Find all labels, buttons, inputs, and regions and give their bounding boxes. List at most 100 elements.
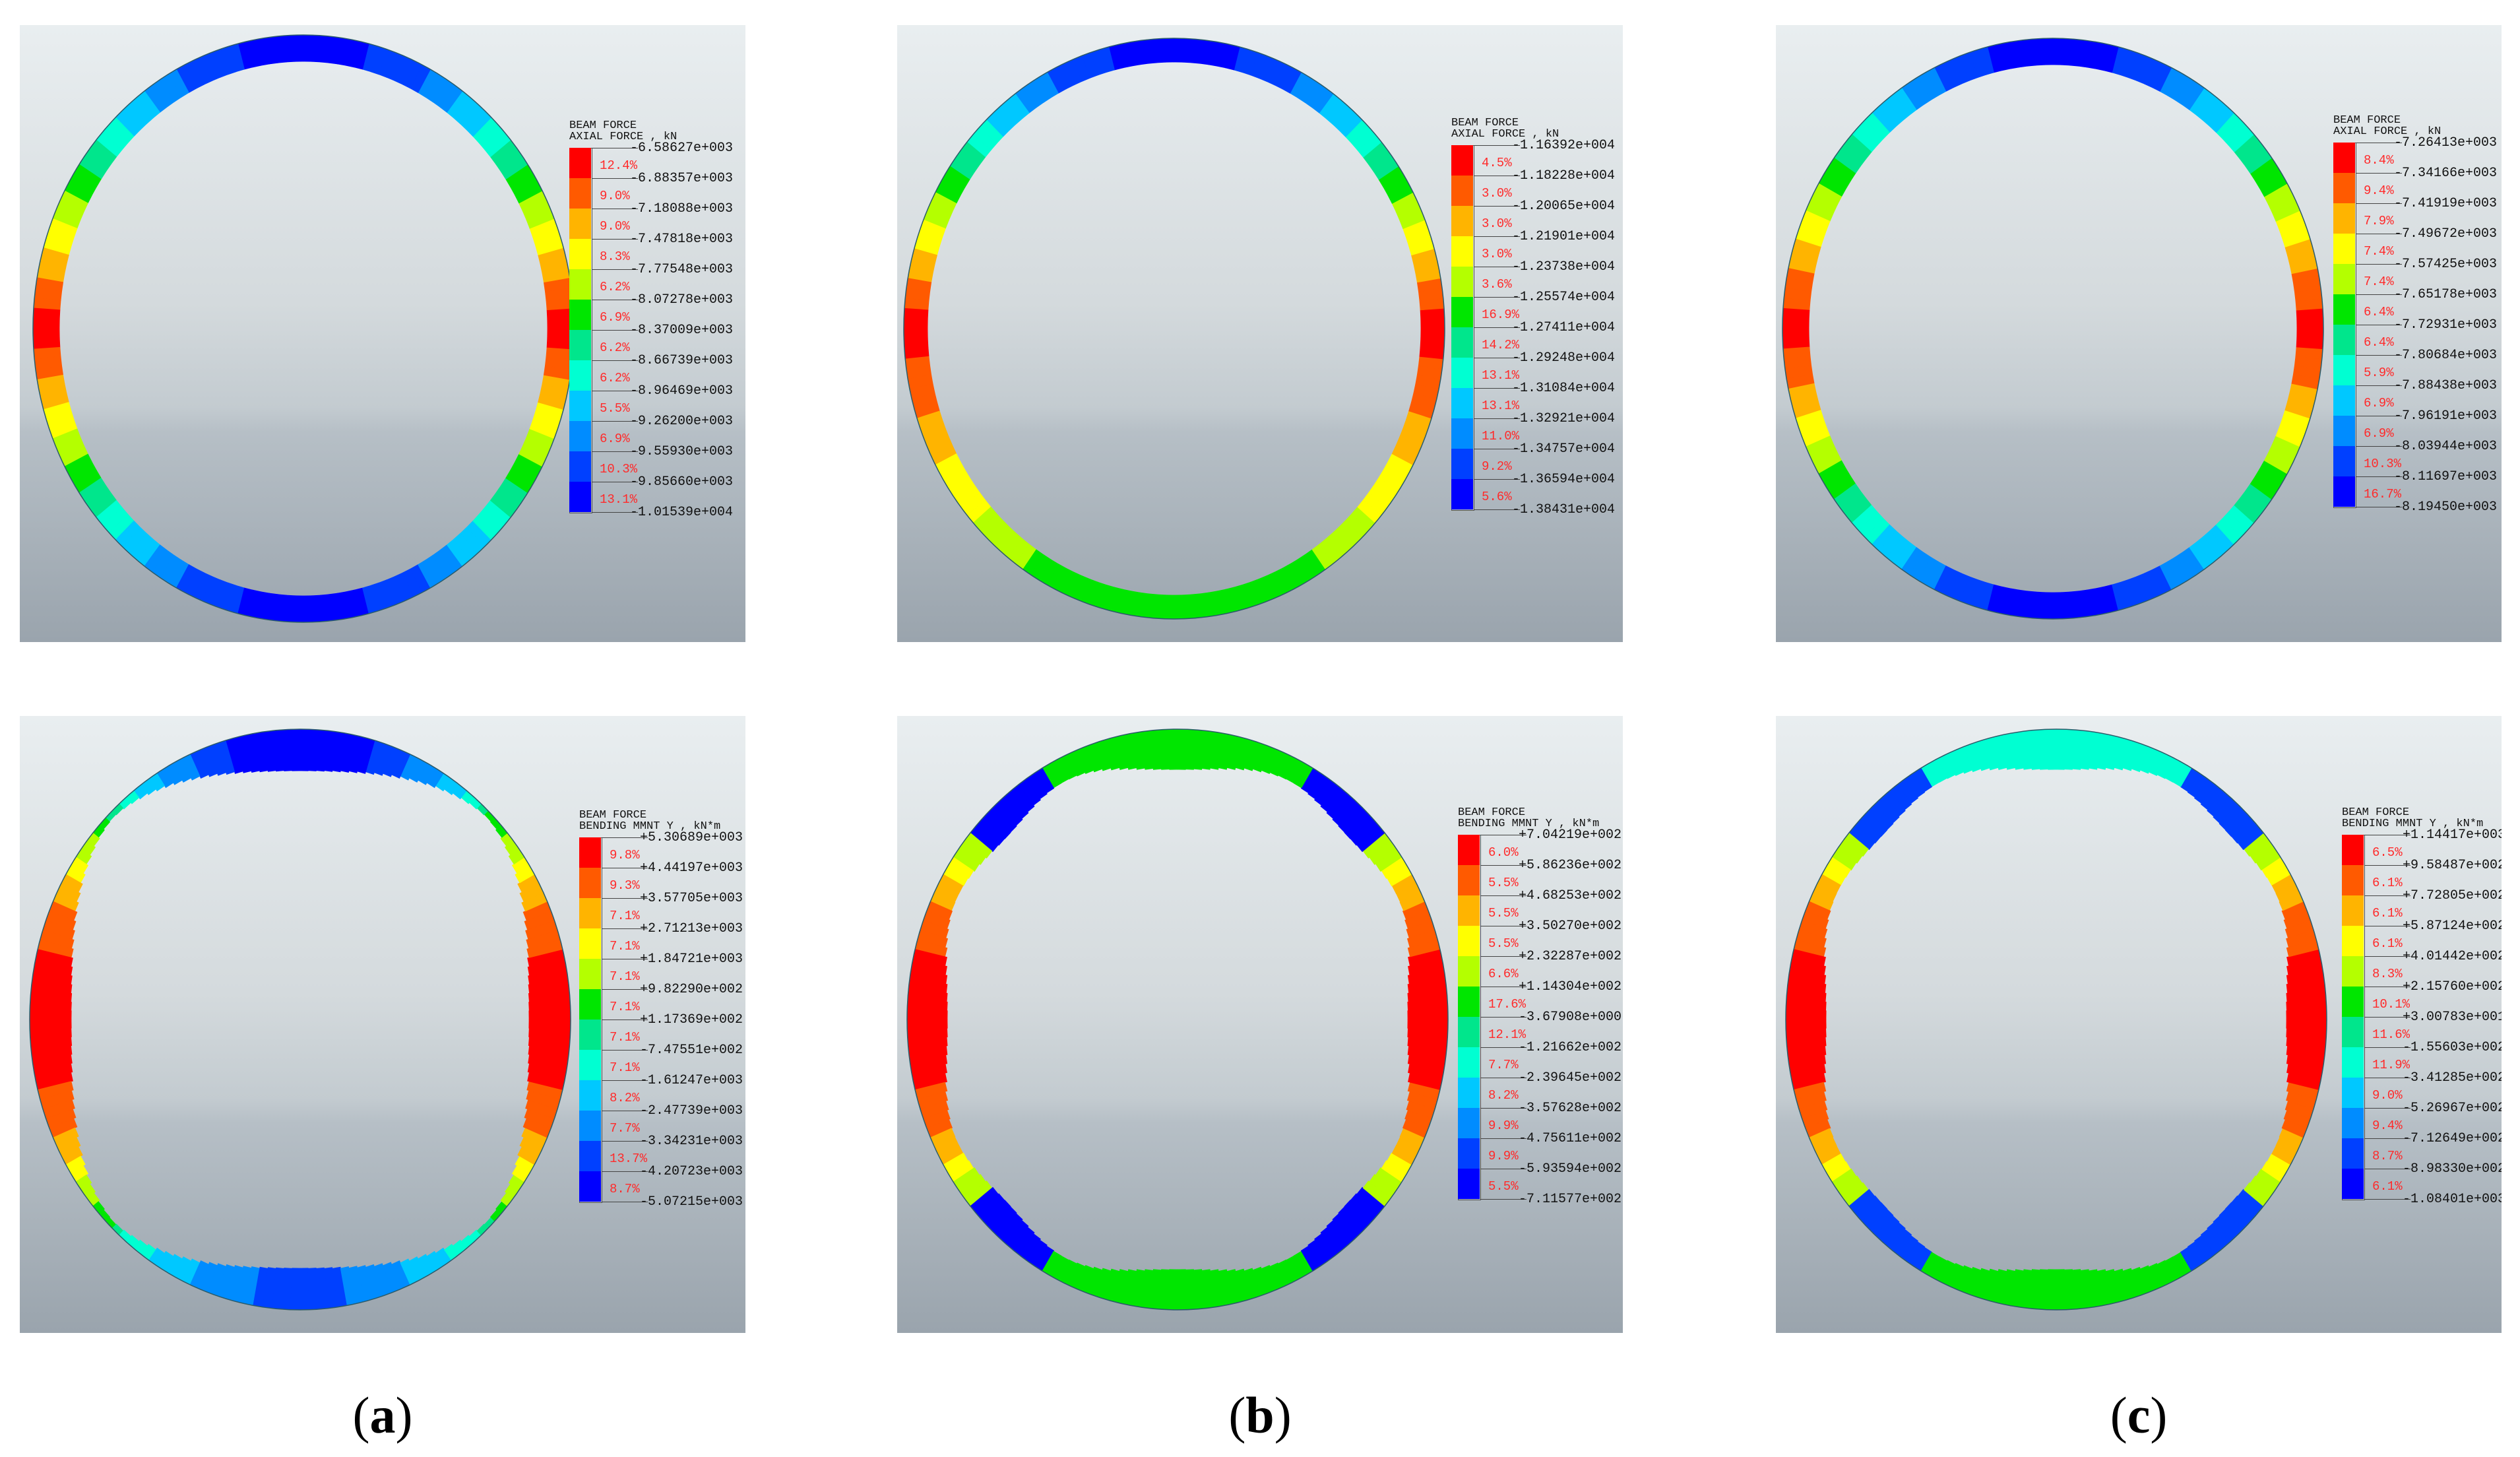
legend-color-swatch <box>579 837 601 868</box>
legend-value: +2.15760e+002 <box>2403 979 2502 994</box>
legend-value: -1.38431e+004 <box>1512 502 1616 517</box>
legend-value: -8.11697e+003 <box>2394 469 2498 484</box>
legend-value: -1.16392e+004 <box>1512 138 1616 153</box>
legend-color-swatch <box>1451 236 1473 267</box>
legend-tick <box>2364 1138 2410 1139</box>
legend-percent: 6.1% <box>2372 876 2403 890</box>
legend-color-swatch <box>2342 1138 2364 1169</box>
legend-percent: 7.1% <box>610 969 640 984</box>
legend-value: +1.14417e+003 <box>2403 827 2502 843</box>
legend-color-swatch <box>2333 416 2355 446</box>
ring-segment <box>1785 1019 1827 1030</box>
legend-percent: 16.7% <box>2364 487 2402 502</box>
ring-outline <box>1782 38 2324 620</box>
legend-color-swatch <box>1458 1078 1480 1108</box>
legend-color-swatch <box>1451 297 1473 327</box>
legend-b-bending: BEAM FORCE BENDING MMNT Y , kN*m 6.0% 5.5% 5… <box>1458 807 1622 1207</box>
legend-value: -1.18228e+004 <box>1512 168 1616 183</box>
legend-value: -1.08401e+003 <box>2403 1192 2502 1207</box>
legend-percent: 5.6% <box>1482 490 1512 504</box>
ring-c-axial <box>1782 38 2324 620</box>
legend-percent: 3.0% <box>1482 186 1512 201</box>
legend-value: -7.57425e+003 <box>2394 257 2498 272</box>
legend-tick <box>1480 895 1527 896</box>
ring-segment <box>290 1268 301 1311</box>
legend-percent: 10.3% <box>2364 457 2402 471</box>
legend-percent: 3.6% <box>1482 277 1512 292</box>
ring-segment <box>2286 1009 2327 1020</box>
legend-value: -1.55603e+002 <box>2403 1040 2502 1055</box>
legend-value: -3.57628e+002 <box>1519 1101 1622 1116</box>
ring-segment <box>1177 728 1187 770</box>
legend-value: -7.34166e+003 <box>2394 166 2498 181</box>
panel-c-bending: BEAM FORCE BENDING MMNT Y , kN*m 6.5% 6.1% 6… <box>1776 716 2502 1333</box>
legend-tick <box>602 928 648 929</box>
legend-percent: 9.9% <box>1488 1149 1519 1163</box>
ring-segment <box>2061 38 2073 66</box>
legend-percent: 8.7% <box>2372 1149 2403 1163</box>
legend-percent: 6.9% <box>600 432 630 446</box>
legend-value: +2.32287e+002 <box>1519 949 1622 964</box>
legend-tick <box>592 421 638 422</box>
legend-subtitle: BENDING MMNT Y , kN*m <box>1458 818 1600 830</box>
caption-c: (c) <box>2110 1386 2168 1444</box>
ring-segment <box>294 34 304 62</box>
legend-color-swatch <box>2342 895 2364 926</box>
legend-percent: 4.5% <box>1482 156 1512 170</box>
legend-color-swatch <box>2333 234 2355 264</box>
legend-percent: 6.2% <box>600 280 630 294</box>
legend-a-bending: BEAM FORCE BENDING MMNT Y , kN*m 9.8% 9.3% 7… <box>579 810 743 1210</box>
legend-color-swatch <box>1458 835 1480 865</box>
legend-percent: 13.1% <box>1482 399 1520 413</box>
ring-segment <box>906 1019 948 1030</box>
legend-value: -7.47551e+002 <box>640 1043 743 1058</box>
legend-percent: 13.7% <box>610 1151 648 1166</box>
legend-value: -7.77548e+003 <box>630 262 734 277</box>
legend-color-swatch <box>579 868 601 898</box>
legend-percent: 6.1% <box>2372 936 2403 951</box>
ring-segment <box>1420 328 1445 339</box>
ring-outline <box>906 728 1449 1311</box>
legend-color-swatch <box>1451 479 1473 509</box>
ring-segment <box>2046 1269 2057 1311</box>
legend-color-swatch <box>569 482 591 512</box>
legend-color-swatch <box>2333 385 2355 416</box>
legend-value: +3.57705e+003 <box>640 891 743 906</box>
legend-b-axial: BEAM FORCE AXIAL FORCE , kN 4.5% 3.0% 3.0% 3.… <box>1451 117 1615 517</box>
ring-segment <box>903 308 929 320</box>
legend-value: -7.65178e+003 <box>2394 287 2498 302</box>
legend-value: +5.30689e+003 <box>640 830 743 845</box>
legend-percent: 7.1% <box>610 1000 640 1014</box>
caption-b: (b) <box>1228 1386 1292 1444</box>
ring-segment <box>1782 328 1810 339</box>
legend-value: -2.39645e+002 <box>1519 1070 1622 1085</box>
legend-subtitle: AXIAL FORCE , kN <box>1451 128 1559 141</box>
legend-value: -1.27411e+004 <box>1512 320 1616 335</box>
legend-tick <box>1480 1047 1527 1048</box>
legend-percent: 9.0% <box>600 219 630 234</box>
legend-title: BEAM FORCE <box>569 119 637 132</box>
legend-color-swatch <box>1458 987 1480 1017</box>
ring-outline <box>903 38 1445 620</box>
legend-tick <box>2364 956 2410 957</box>
legend-value: -8.19450e+003 <box>2394 500 2498 515</box>
legend-percent: 5.9% <box>2364 366 2394 380</box>
legend-color-swatch <box>1451 176 1473 206</box>
ring-segment <box>29 1009 72 1020</box>
legend-value: +3.50270e+002 <box>1519 919 1622 934</box>
legend-value: -5.93594e+002 <box>1519 1161 1622 1177</box>
ring-segment <box>1164 38 1175 63</box>
legend-tick <box>592 269 638 270</box>
legend-percent: 13.1% <box>1482 368 1520 383</box>
ring-a-bending <box>29 728 571 1311</box>
legend-percent: 6.5% <box>2372 845 2403 860</box>
legend-tick <box>1474 327 1520 328</box>
legend-color-swatch <box>1458 865 1480 895</box>
legend-percent: 6.9% <box>2364 426 2394 441</box>
viewport-background <box>20 716 745 1333</box>
legend-percent: 6.9% <box>600 310 630 325</box>
legend-color-swatch <box>2342 956 2364 987</box>
ring-segment <box>32 308 61 320</box>
ring-segment <box>1164 595 1175 620</box>
legend-percent: 9.0% <box>600 189 630 203</box>
